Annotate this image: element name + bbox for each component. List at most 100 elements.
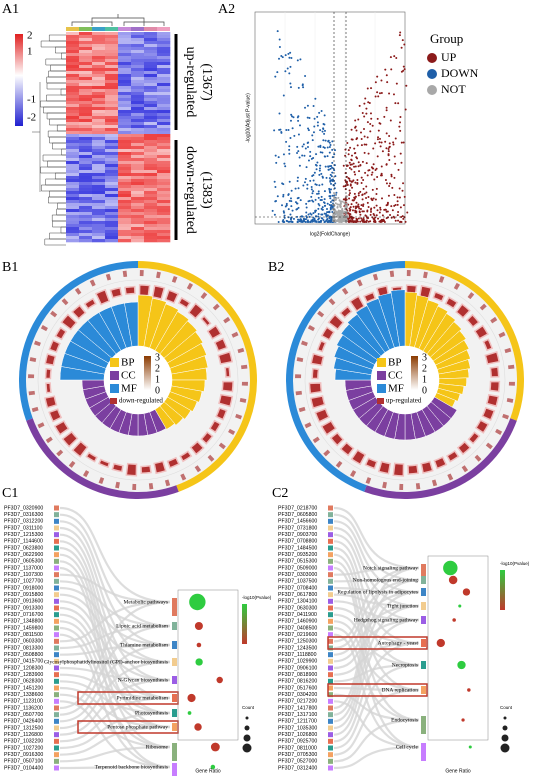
heatmap-cell [131, 161, 145, 165]
volcano-point [369, 213, 372, 216]
volcano-point [276, 195, 279, 198]
volcano-point [282, 210, 285, 213]
heatmap-cell [79, 41, 93, 45]
volcano-point [367, 205, 370, 208]
heatmap-cell [66, 218, 80, 222]
size-key [242, 743, 252, 753]
sankey-link [59, 540, 171, 700]
volcano-point [334, 175, 337, 178]
volcano-point [329, 200, 332, 203]
pathway-bar [172, 658, 177, 666]
heatmap-cell [79, 161, 93, 165]
heatmap-cell [144, 155, 158, 159]
heatmap-cell [131, 113, 145, 117]
volcano-point [342, 164, 345, 167]
tick-box [237, 347, 245, 354]
sankey-link [59, 586, 171, 647]
heatmap-cell [79, 239, 93, 243]
heatmap-cell [92, 110, 106, 114]
volcano-point [388, 135, 391, 138]
volcano-point [344, 219, 347, 222]
volcano-point [328, 151, 331, 154]
heatmap-cell [66, 194, 80, 198]
tick-box [207, 454, 215, 462]
volcano-point [343, 201, 346, 204]
volcano-point [317, 217, 320, 220]
gene-box [54, 758, 59, 764]
heatmap-cell [131, 146, 145, 150]
heatmap-cell [157, 68, 171, 72]
axis-label: Gene Ratio [445, 768, 471, 774]
heatmap-cell [131, 128, 145, 132]
heatmap-cell [92, 230, 106, 234]
volcano-point [321, 217, 324, 220]
heatmap-cell [157, 74, 171, 78]
volcano-point [331, 161, 334, 164]
tick-box [200, 292, 208, 300]
gene-box [54, 692, 59, 698]
sankey-link [333, 578, 420, 716]
gene-label: PF3D7_0426400 [4, 719, 43, 725]
legend-swatch [377, 371, 386, 380]
heatmap-cell [105, 68, 119, 72]
volcano-point [318, 184, 321, 187]
heatmap-cell [157, 77, 171, 81]
gene-box [328, 725, 333, 731]
gene-box [328, 532, 333, 538]
heatmap-cell [131, 83, 145, 87]
count-box [444, 296, 459, 310]
heatmap-cell [105, 188, 119, 192]
volcano-point [360, 217, 363, 220]
volcano-point [273, 129, 276, 132]
gene-box [54, 752, 59, 758]
heatmap-cell [79, 206, 93, 210]
volcano-point [291, 220, 294, 223]
heatmap-cell [92, 74, 106, 78]
gene-box [54, 745, 59, 751]
gene-label: PF3D7_0507100 [4, 759, 43, 765]
tick-box [122, 270, 128, 278]
heatmap-cell [131, 35, 145, 39]
gene-label: PF3D7_0708400 [278, 585, 317, 591]
volcano-point [320, 172, 323, 175]
count-box [189, 440, 205, 456]
volcano-point [393, 216, 396, 219]
heatmap-cell [79, 92, 93, 96]
gene-label: PF3D7_1348800 [4, 619, 43, 625]
volcano-point [297, 218, 300, 221]
heatmap-cell [118, 179, 132, 183]
volcano-point [369, 112, 372, 115]
heatmap-cell [131, 212, 145, 216]
gene-box [54, 538, 59, 544]
pathway-label: Lipoic acid metabolism [116, 623, 169, 629]
volcano-point [330, 220, 333, 223]
highlight [327, 636, 428, 650]
heatmap-cell [79, 221, 93, 225]
pathway-label: Necroptosis [392, 662, 418, 668]
gene-box [54, 732, 59, 738]
dot [210, 764, 216, 770]
volcano-point [372, 197, 375, 200]
volcano-point [295, 208, 298, 211]
volcano-point [317, 220, 320, 223]
volcano-point [316, 115, 319, 118]
volcano-point [351, 180, 354, 183]
heatmap-cell [118, 143, 132, 147]
heatmap-cell [66, 53, 80, 57]
heatmap-cell [157, 131, 171, 135]
heatmap-cell [131, 32, 145, 36]
volcano-point [358, 211, 361, 214]
heatmap-cell [92, 68, 106, 72]
volcano-point [354, 119, 357, 122]
volcano-point [303, 218, 306, 221]
heatmap-cell [131, 173, 145, 177]
dot [461, 718, 465, 722]
volcano-point [318, 169, 321, 172]
volcano-point [378, 211, 381, 214]
volcano-point [290, 200, 293, 203]
row-dendrogram [32, 34, 66, 246]
volcano-point [361, 160, 364, 163]
volcano-point [390, 68, 393, 71]
heatmap-cell [118, 134, 132, 138]
heatmap-cell [92, 38, 106, 42]
